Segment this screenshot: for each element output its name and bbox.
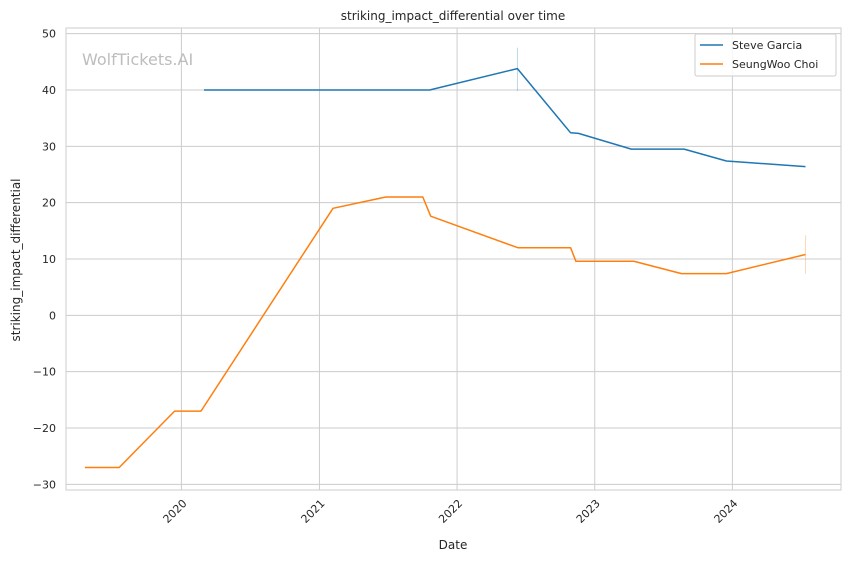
y-tick-label: −30 [33, 478, 56, 491]
y-tick-label: −20 [33, 422, 56, 435]
y-axis-label: striking_impact_differential [9, 178, 23, 341]
x-tick-label: 2024 [712, 497, 741, 526]
y-tick-label: 20 [42, 197, 56, 210]
chart-title: striking_impact_differential over time [341, 9, 566, 23]
x-tick-label: 2022 [436, 497, 465, 526]
series-line-seungwoo-choi [84, 196, 806, 469]
x-tick-label: 2023 [574, 497, 603, 526]
legend-label: Steve Garcia [732, 39, 802, 52]
y-tick-label: 10 [42, 253, 56, 266]
y-axis: 50 40 30 20 10 0 −10 −20 −30 [33, 28, 56, 492]
y-tick-label: −10 [33, 366, 56, 379]
y-tick-label: 50 [42, 28, 56, 41]
legend: Steve Garcia SeungWoo Choi [694, 33, 837, 77]
legend-label: SeungWoo Choi [732, 58, 818, 71]
watermark: WolfTickets.AI [82, 50, 193, 69]
x-axis-label: Date [439, 538, 468, 552]
legend-box [694, 33, 837, 77]
y-tick-label: 40 [42, 84, 56, 97]
y-tick-label: 0 [49, 309, 56, 322]
x-tick-label: 2020 [161, 497, 190, 526]
series-layer [84, 47, 807, 469]
x-tick-label: 2021 [299, 497, 328, 526]
y-tick-label: 30 [42, 140, 56, 153]
series-line-steve-garcia [204, 67, 806, 168]
x-axis: 2020 2021 2022 2023 2024 [161, 497, 741, 526]
